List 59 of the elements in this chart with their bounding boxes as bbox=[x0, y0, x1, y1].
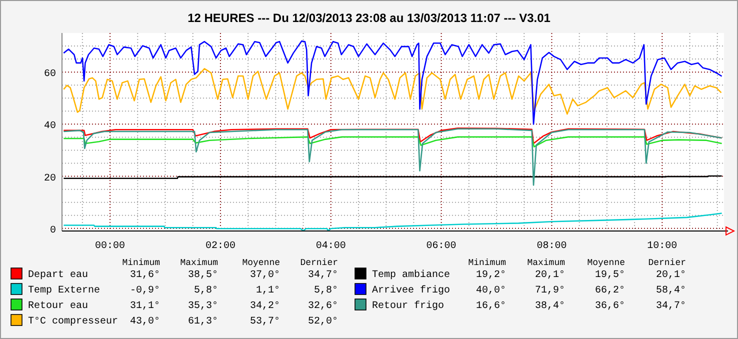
y-tick-label: 0 bbox=[50, 225, 56, 236]
text: 35,3° bbox=[188, 301, 218, 312]
y-tick-label: 20 bbox=[44, 173, 56, 184]
y-tick-label: 40 bbox=[44, 121, 56, 132]
x-tick-label: 02:00 bbox=[205, 241, 236, 252]
line-series bbox=[63, 128, 722, 186]
legend-label: Depart eau bbox=[28, 270, 88, 281]
line-series bbox=[63, 136, 722, 148]
text: 5,8° bbox=[194, 286, 218, 296]
text: 40,0° bbox=[476, 286, 506, 296]
text: 1,1° bbox=[256, 286, 280, 296]
text: -0,9° bbox=[130, 286, 160, 296]
text: Dernier bbox=[300, 258, 338, 268]
text: 38,4° bbox=[534, 301, 565, 312]
legend-label: Temp ambiance bbox=[372, 269, 450, 281]
legend-label: Arrivee frigo bbox=[372, 284, 450, 296]
x-tick-label: 08:00 bbox=[536, 241, 567, 252]
x-tick-label: 04:00 bbox=[316, 241, 346, 252]
text: 53,7° bbox=[250, 316, 280, 328]
text: 19,5° bbox=[594, 270, 625, 281]
chart-title: 12 HEURES --- Du 12/03/2013 23:08 au 13/03/2013 11:07 --- V3.01 bbox=[188, 11, 551, 25]
text: 36,6° bbox=[594, 301, 625, 312]
text: Minimum bbox=[122, 258, 160, 268]
text: 61,3° bbox=[188, 316, 218, 328]
text: 43,0° bbox=[130, 316, 160, 328]
line-series bbox=[63, 68, 722, 115]
line-series bbox=[63, 40, 722, 125]
text: 34,7° bbox=[656, 301, 686, 312]
y-tick-label: 60 bbox=[44, 69, 56, 80]
text: Moyenne bbox=[242, 258, 280, 268]
text: 71,9° bbox=[534, 286, 565, 296]
x-tick-label: 10:00 bbox=[647, 241, 678, 252]
text: 31,6° bbox=[130, 270, 160, 281]
text: Maximum bbox=[180, 258, 218, 268]
text: 37,0° bbox=[250, 270, 280, 281]
text: 38,5° bbox=[188, 270, 218, 281]
text: 32,6° bbox=[308, 301, 338, 312]
text: 58,4° bbox=[656, 286, 686, 296]
text: Moyenne bbox=[587, 258, 625, 268]
legend-label: Temp Externe bbox=[28, 286, 100, 296]
text: 34,7° bbox=[308, 270, 338, 281]
text: Minimum bbox=[468, 258, 506, 268]
text: 5,8° bbox=[314, 286, 338, 296]
text: 34,2° bbox=[250, 301, 280, 312]
text: 20,1° bbox=[534, 270, 565, 281]
text: 20,1° bbox=[656, 270, 686, 281]
line-series bbox=[63, 212, 722, 232]
text: 16,6° bbox=[476, 301, 506, 312]
text: 19,2° bbox=[476, 270, 506, 281]
text: 52,0° bbox=[308, 316, 338, 328]
text: 31,1° bbox=[130, 301, 160, 312]
text: Maximum bbox=[527, 258, 565, 268]
text: Dernier bbox=[648, 258, 686, 268]
x-tick-label: 00:00 bbox=[95, 241, 126, 252]
text: 66,2° bbox=[594, 286, 625, 296]
x-tick-label: 06:00 bbox=[426, 241, 456, 252]
legend-label: T°C compresseur bbox=[28, 316, 118, 328]
legend-label: Retour eau bbox=[28, 301, 88, 312]
legend-label: Retour frigo bbox=[372, 300, 444, 312]
